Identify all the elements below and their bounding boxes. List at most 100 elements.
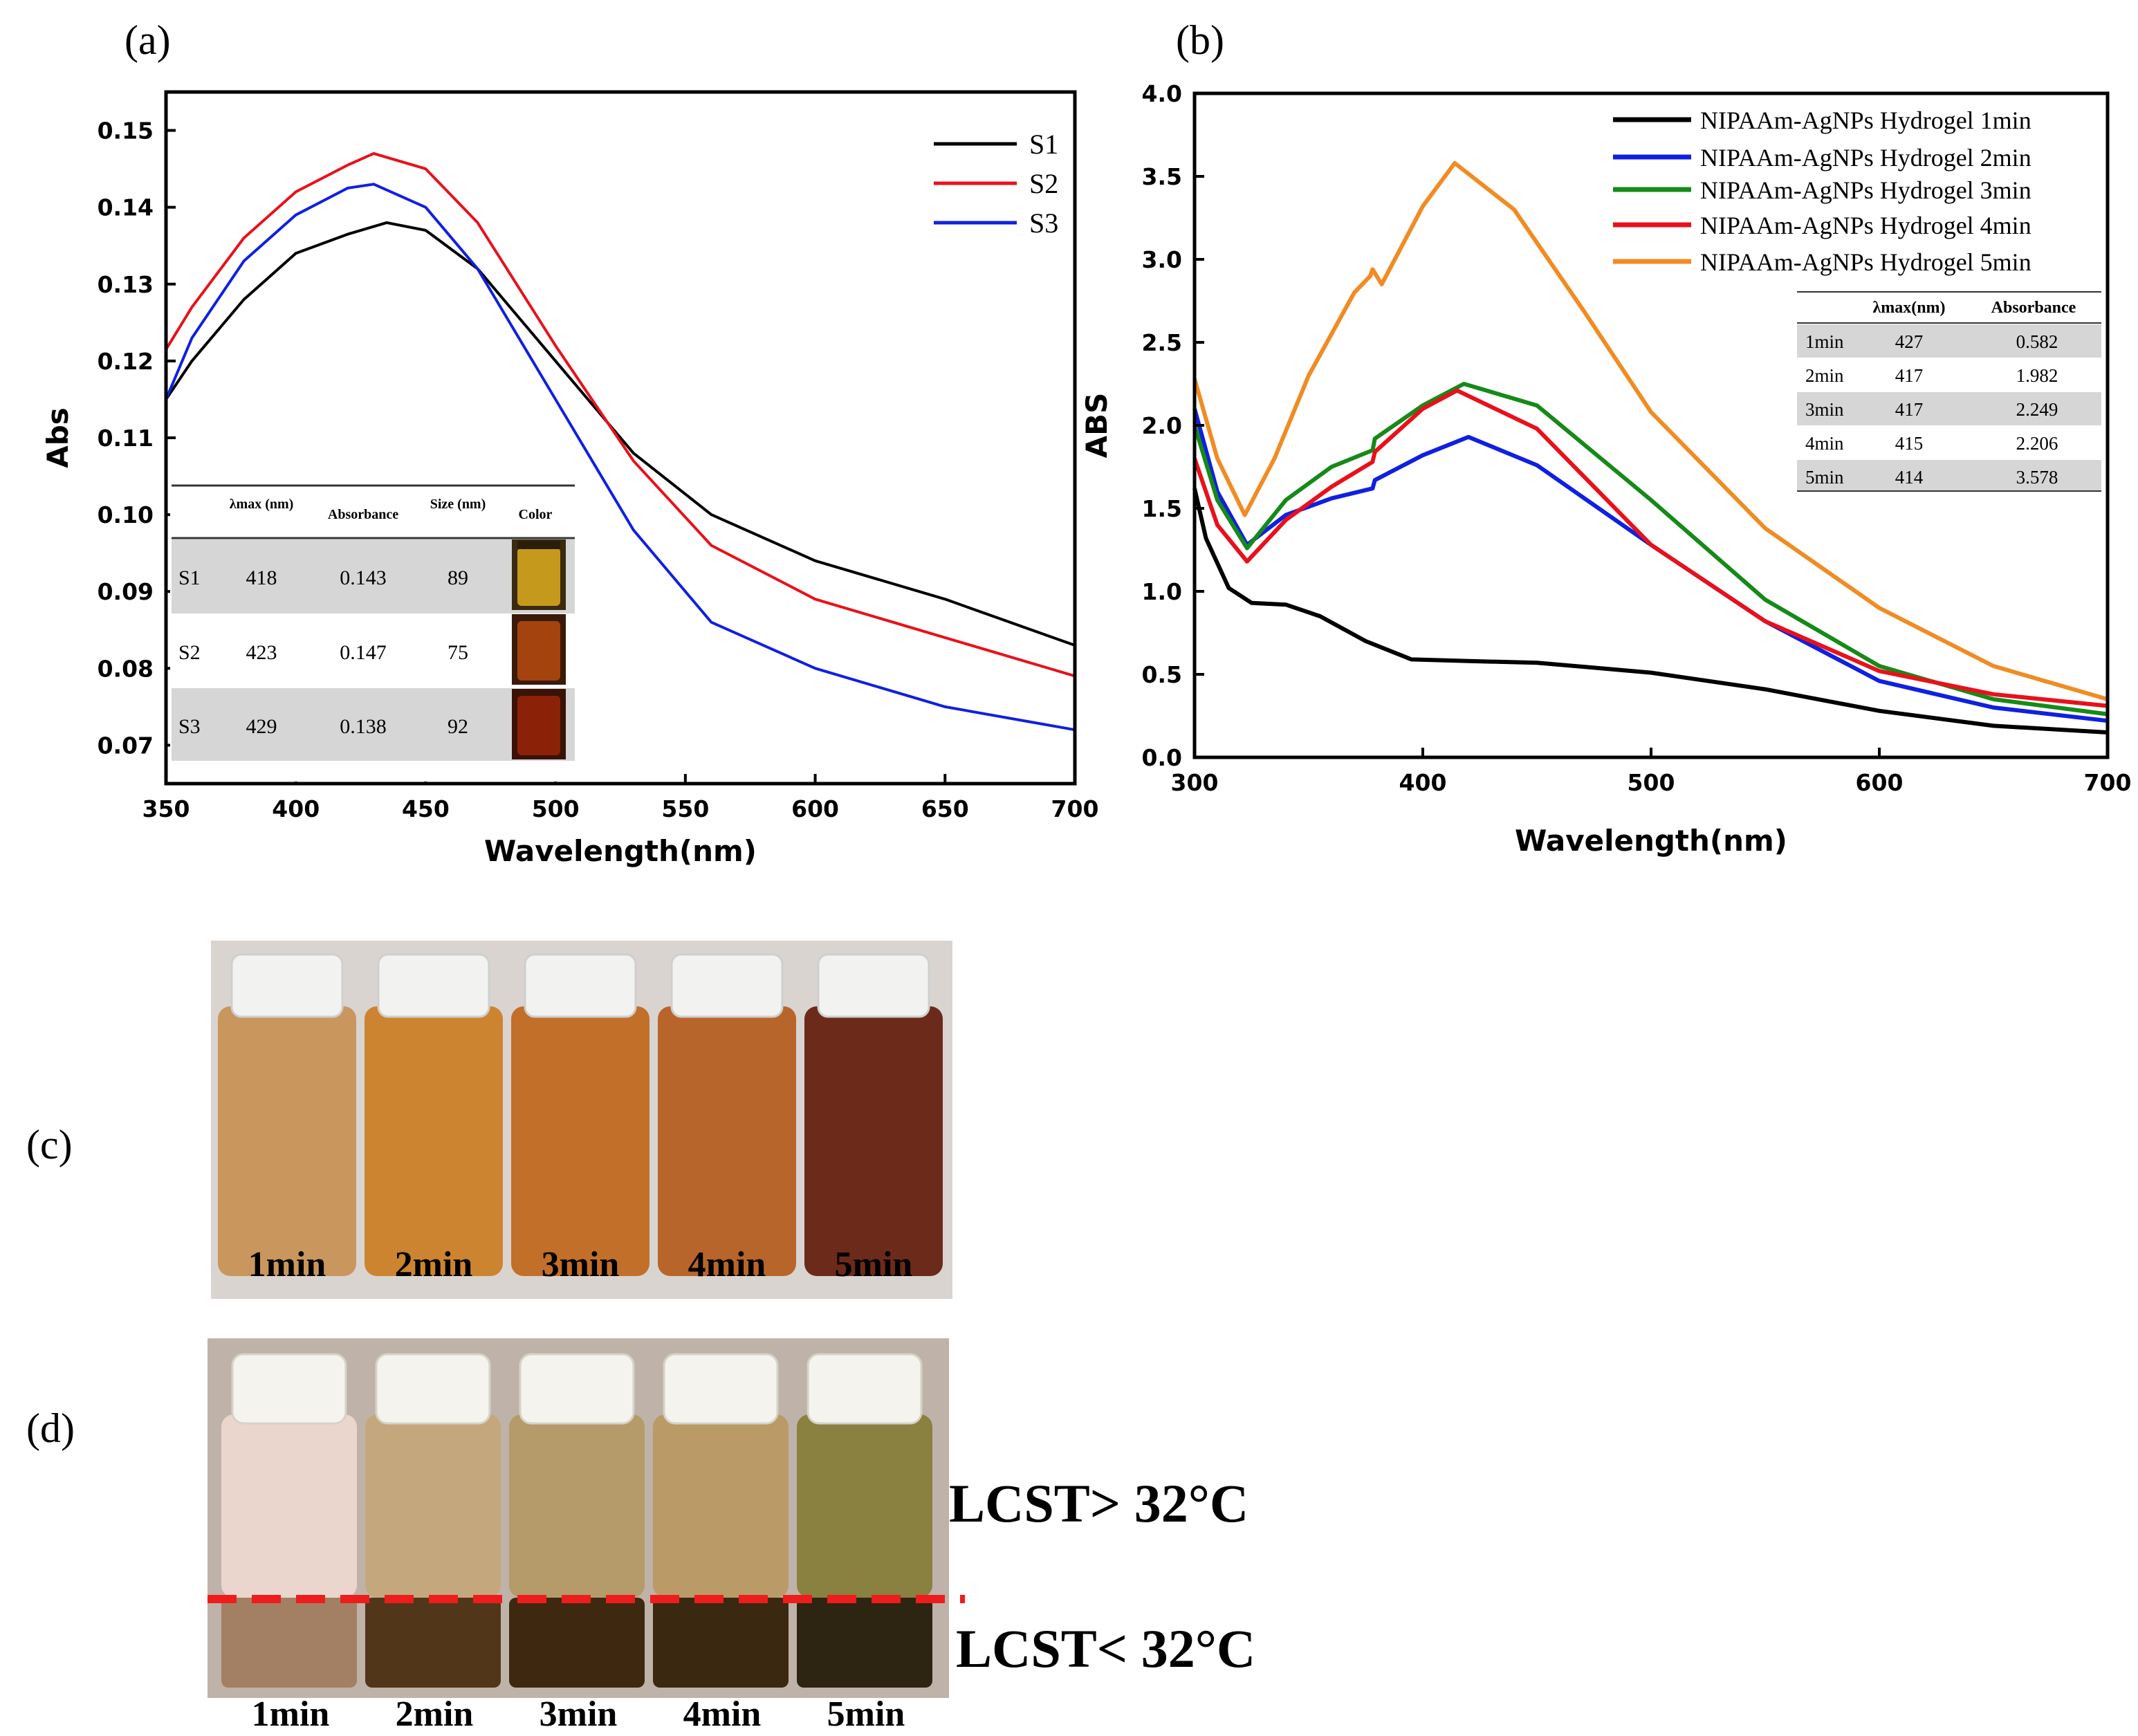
vial-c-body-2min (365, 1006, 503, 1276)
panel-a-ytick-label-1: 0.08 (98, 655, 154, 682)
panel-a-xtick-label-0: 350 (142, 795, 190, 822)
vial-c-body-3min (511, 1006, 649, 1276)
vial-d-bottom-1min (221, 1598, 357, 1688)
panel-b-axis-ticks: 300 400 500 600 700 0.0 0.5 1.0 1.5 2.0 2.5 3.0 3.5 4… (1142, 80, 2132, 796)
panel-b-ytick-label-0: 0.0 (1142, 744, 1182, 771)
panel-b-ytick-label-8: 4.0 (1142, 80, 1182, 107)
vial-c-body-5min (804, 1006, 943, 1276)
panel-b-ytick-label-7: 3.5 (1142, 163, 1182, 190)
vial-c-cap-1min (230, 953, 344, 1018)
panel-b-xtick-label-4: 700 (2084, 769, 2132, 796)
table-b-row-bg-5 (1797, 460, 2101, 491)
panel-a-xtick-label-6: 650 (921, 795, 969, 822)
table-a-vial-s3 (512, 689, 566, 759)
panel-a-xtick-label-7: 700 (1051, 795, 1099, 822)
panel-a-xtick-label-5: 600 (791, 795, 839, 822)
legend-label-1min: NIPAAm-AgNPs Hydrogel 1min (1700, 107, 2031, 134)
vial-c-cap-4min (670, 953, 784, 1018)
panel-a-xtick-label-3: 500 (532, 795, 580, 822)
vial-d-label-3min: 3min (540, 1695, 618, 1734)
vial-d-cap-5min (807, 1353, 923, 1425)
table-a-absorbance-s1: 0.143 (340, 566, 387, 589)
table-b-header-absorbance: Absorbance (1991, 299, 2076, 317)
table-a-row-bg-s1 (172, 539, 575, 613)
table-b-lambda-5: 414 (1895, 467, 1924, 488)
vial-d-bottom-3min (509, 1598, 645, 1688)
table-a-header-color: Color (519, 507, 553, 522)
table-b-time-3: 3min (1805, 399, 1844, 420)
table-b-absorbance-5: 3.578 (2016, 467, 2058, 488)
table-a-size-s1: 89 (448, 566, 468, 589)
table-b-row-bg-3 (1797, 392, 2101, 425)
table-a-lambda-s1: 418 (246, 566, 277, 589)
table-b-row-bg-1 (1797, 324, 2101, 358)
vial-d-bottom-2min (365, 1598, 501, 1688)
panel-b-ytick-label-1: 0.5 (1142, 661, 1182, 688)
vial-d-label-4min: 4min (683, 1695, 762, 1734)
table-b-absorbance-1: 0.582 (2016, 331, 2058, 352)
legend-label-4min: NIPAAm-AgNPs Hydrogel 4min (1700, 212, 2031, 239)
panel-d: (d) 1min 2min 3min 4min 5min LCST> 32°C LCST… (26, 1338, 1255, 1734)
table-a-vial-s2 (512, 614, 566, 685)
vial-d-top-1min (221, 1414, 357, 1598)
table-b-lambda-1: 427 (1895, 331, 1924, 352)
vial-d-cap-4min (663, 1353, 779, 1425)
table-a-header-absorbance: Absorbance (328, 507, 398, 522)
panel-a-series-line-2 (165, 151, 1076, 678)
table-b-absorbance-4: 2.206 (2016, 433, 2058, 454)
panel-a-xtick-label-4: 550 (661, 795, 709, 822)
table-a-lambda-s3: 429 (246, 715, 277, 738)
panel-b-series-line-4 (1192, 388, 2108, 708)
vial-c-cap-3min (524, 953, 637, 1018)
legend-label-s1: S1 (1029, 129, 1058, 160)
table-a-size-s2: 75 (448, 641, 468, 664)
vial-d-label-1min: 1min (252, 1695, 330, 1734)
legend-label-s3: S3 (1029, 207, 1058, 239)
table-a-header-size: Size (nm) (430, 497, 486, 512)
table-b-absorbance-3: 2.249 (2016, 399, 2058, 420)
table-b-lambda-2: 417 (1895, 365, 1924, 386)
vial-d-cap-2min (375, 1353, 491, 1425)
panel-a-series-line-3 (165, 183, 1076, 732)
panel-b: (b) 300 400 500 600 700 0.0 0.5 1.0 1.5 2.0 2.5 3.0… (1080, 17, 2131, 858)
panel-d-label: (d) (26, 1405, 75, 1451)
photo-c-vials: 1min 2min 3min 4min 5min (218, 953, 943, 1284)
panel-a-legend: S1 S2 S3 (934, 129, 1058, 239)
vial-d-bottom-4min (653, 1598, 789, 1688)
panel-b-series (1192, 160, 2108, 735)
vial-c-body-4min (658, 1006, 796, 1276)
vial-d-top-2min (365, 1414, 501, 1598)
panel-b-series-line-3 (1192, 382, 2108, 717)
table-b-background (1797, 290, 2101, 491)
table-b-header-lambda: λmax(nm) (1872, 299, 1945, 317)
panel-a-label: (a) (125, 17, 171, 63)
panel-b-ytick-label-3: 1.5 (1142, 495, 1182, 522)
panel-b-legend: NIPAAm-AgNPs Hydrogel 1min NIPAAm-AgNPs … (1613, 107, 2031, 276)
panel-c: (c) 1min 2min 3min 4min 5min (26, 941, 952, 1299)
lcst-below-label: LCST< 32°C (956, 1618, 1255, 1679)
table-a-vial-s1 (512, 539, 566, 610)
table-b-time-2: 2min (1805, 365, 1844, 386)
vial-c-cap-5min (817, 953, 930, 1018)
panel-b-xtick-label-0: 300 (1171, 769, 1219, 796)
table-b-lambda-4: 415 (1895, 433, 1924, 454)
panel-b-xtick-label-3: 600 (1856, 769, 1904, 796)
panel-a-ytick-label-2: 0.09 (98, 578, 154, 605)
panel-b-xtick-label-2: 500 (1628, 769, 1675, 796)
panel-b-xtick-label-1: 400 (1399, 769, 1447, 796)
panel-a-ytick-label-3: 0.10 (98, 501, 154, 528)
panel-a-series (165, 151, 1076, 732)
legend-label-s2: S2 (1029, 168, 1058, 199)
table-a-absorbance-s3: 0.138 (340, 715, 387, 738)
vial-thumb-liquid-s1 (517, 548, 560, 606)
panel-a-ylabel: Abs (41, 407, 75, 468)
table-b-absorbance-2: 1.982 (2016, 365, 2058, 386)
legend-label-2min: NIPAAm-AgNPs Hydrogel 2min (1700, 144, 2031, 172)
panel-a-xtick-label-2: 450 (402, 795, 450, 822)
panel-a-ytick-label-4: 0.11 (98, 425, 154, 452)
panel-b-ylabel: ABS (1080, 393, 1114, 459)
table-a-sample-s2: S2 (178, 641, 201, 664)
vial-c-cap-2min (377, 953, 490, 1018)
panel-a-axis-ticks: 350 400 450 500 550 600 650 700 0.07 0.08 0.09 0.10… (98, 118, 1099, 822)
